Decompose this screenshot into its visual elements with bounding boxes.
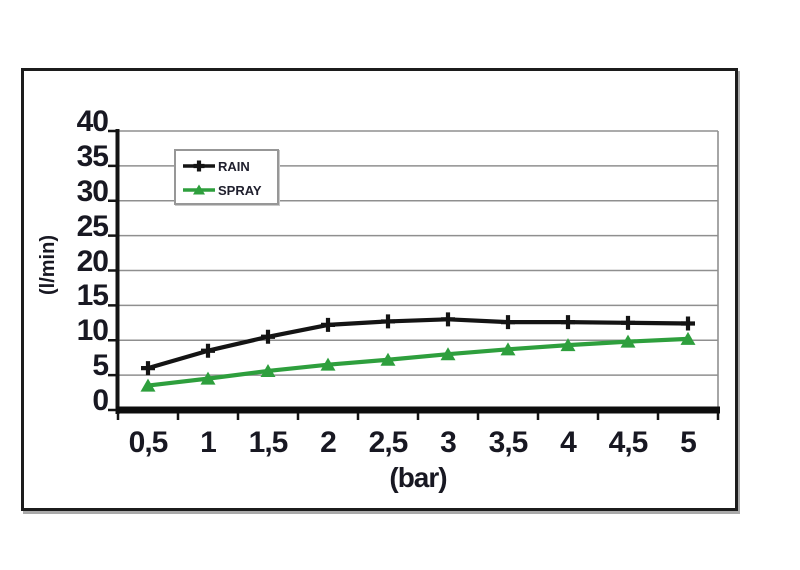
x-tick-label-0: 0,5 [128,426,169,459]
legend-label-spray: SPRAY [218,182,262,198]
x-tick-label-6: 3,5 [488,426,529,459]
plus-marker [561,315,575,330]
y-tick-label-0: 0 [92,384,109,417]
plus-marker [141,361,155,376]
x-tick-label-1: 1 [200,426,217,459]
y-tick-label-25: 25 [76,209,109,243]
x-tick-label-2: 1,5 [248,426,289,459]
y-tick-label-20: 20 [76,244,109,278]
plus-marker [441,312,455,327]
y-axis-title: (l/min) [37,235,59,295]
x-tick-label-8: 4,5 [608,426,649,459]
plus-marker [681,316,695,331]
rain-line-marker-icon [183,160,215,172]
triangle-marker [620,334,636,348]
y-tick-label-35: 35 [76,139,109,173]
x-tick-label-5: 3 [440,426,457,459]
x-tick-label-4: 2,5 [368,426,409,459]
triangle-marker [680,331,696,345]
legend: RAIN SPRAY [174,149,279,205]
rain-series-line [147,317,689,371]
x-axis-title: (bar) [389,462,447,493]
plus-marker [193,160,205,172]
chart-frame: 40 35 30 25 20 15 10 5 0 0,5 1 1,5 2 2,5 3 3,5 4 4,5 5 (l… [21,68,738,511]
triangle-marker [140,378,156,392]
plus-marker [261,329,275,344]
triangle-marker [193,184,205,195]
plus-marker [201,343,215,358]
plus-marker [621,315,635,330]
y-tick-label-5: 5 [92,349,109,383]
plus-marker [501,315,515,330]
plus-marker [381,314,395,329]
y-tick-label-30: 30 [76,174,109,208]
x-tick-label-7: 4 [560,426,577,459]
legend-entry-spray: SPRAY [181,178,277,202]
triangle-marker [500,342,516,356]
triangle-marker [440,347,456,361]
triangle-marker [200,371,216,385]
legend-entry-rain: RAIN [181,154,277,178]
legend-label-rain: RAIN [218,158,250,174]
triangle-marker [320,357,336,371]
y-tick-label-10: 10 [76,314,109,348]
plus-marker [321,317,335,332]
triangle-marker [260,363,276,377]
y-tick-label-40: 40 [76,105,109,138]
spray-line-marker-icon [183,184,215,195]
x-tick-label-9: 5 [680,426,697,459]
flow-rate-line-chart [108,129,720,420]
spray-series-line [147,336,689,388]
x-tick-label-3: 2 [320,426,337,459]
y-tick-label-15: 15 [76,279,109,313]
triangle-marker [380,352,396,366]
triangle-marker [560,338,576,352]
